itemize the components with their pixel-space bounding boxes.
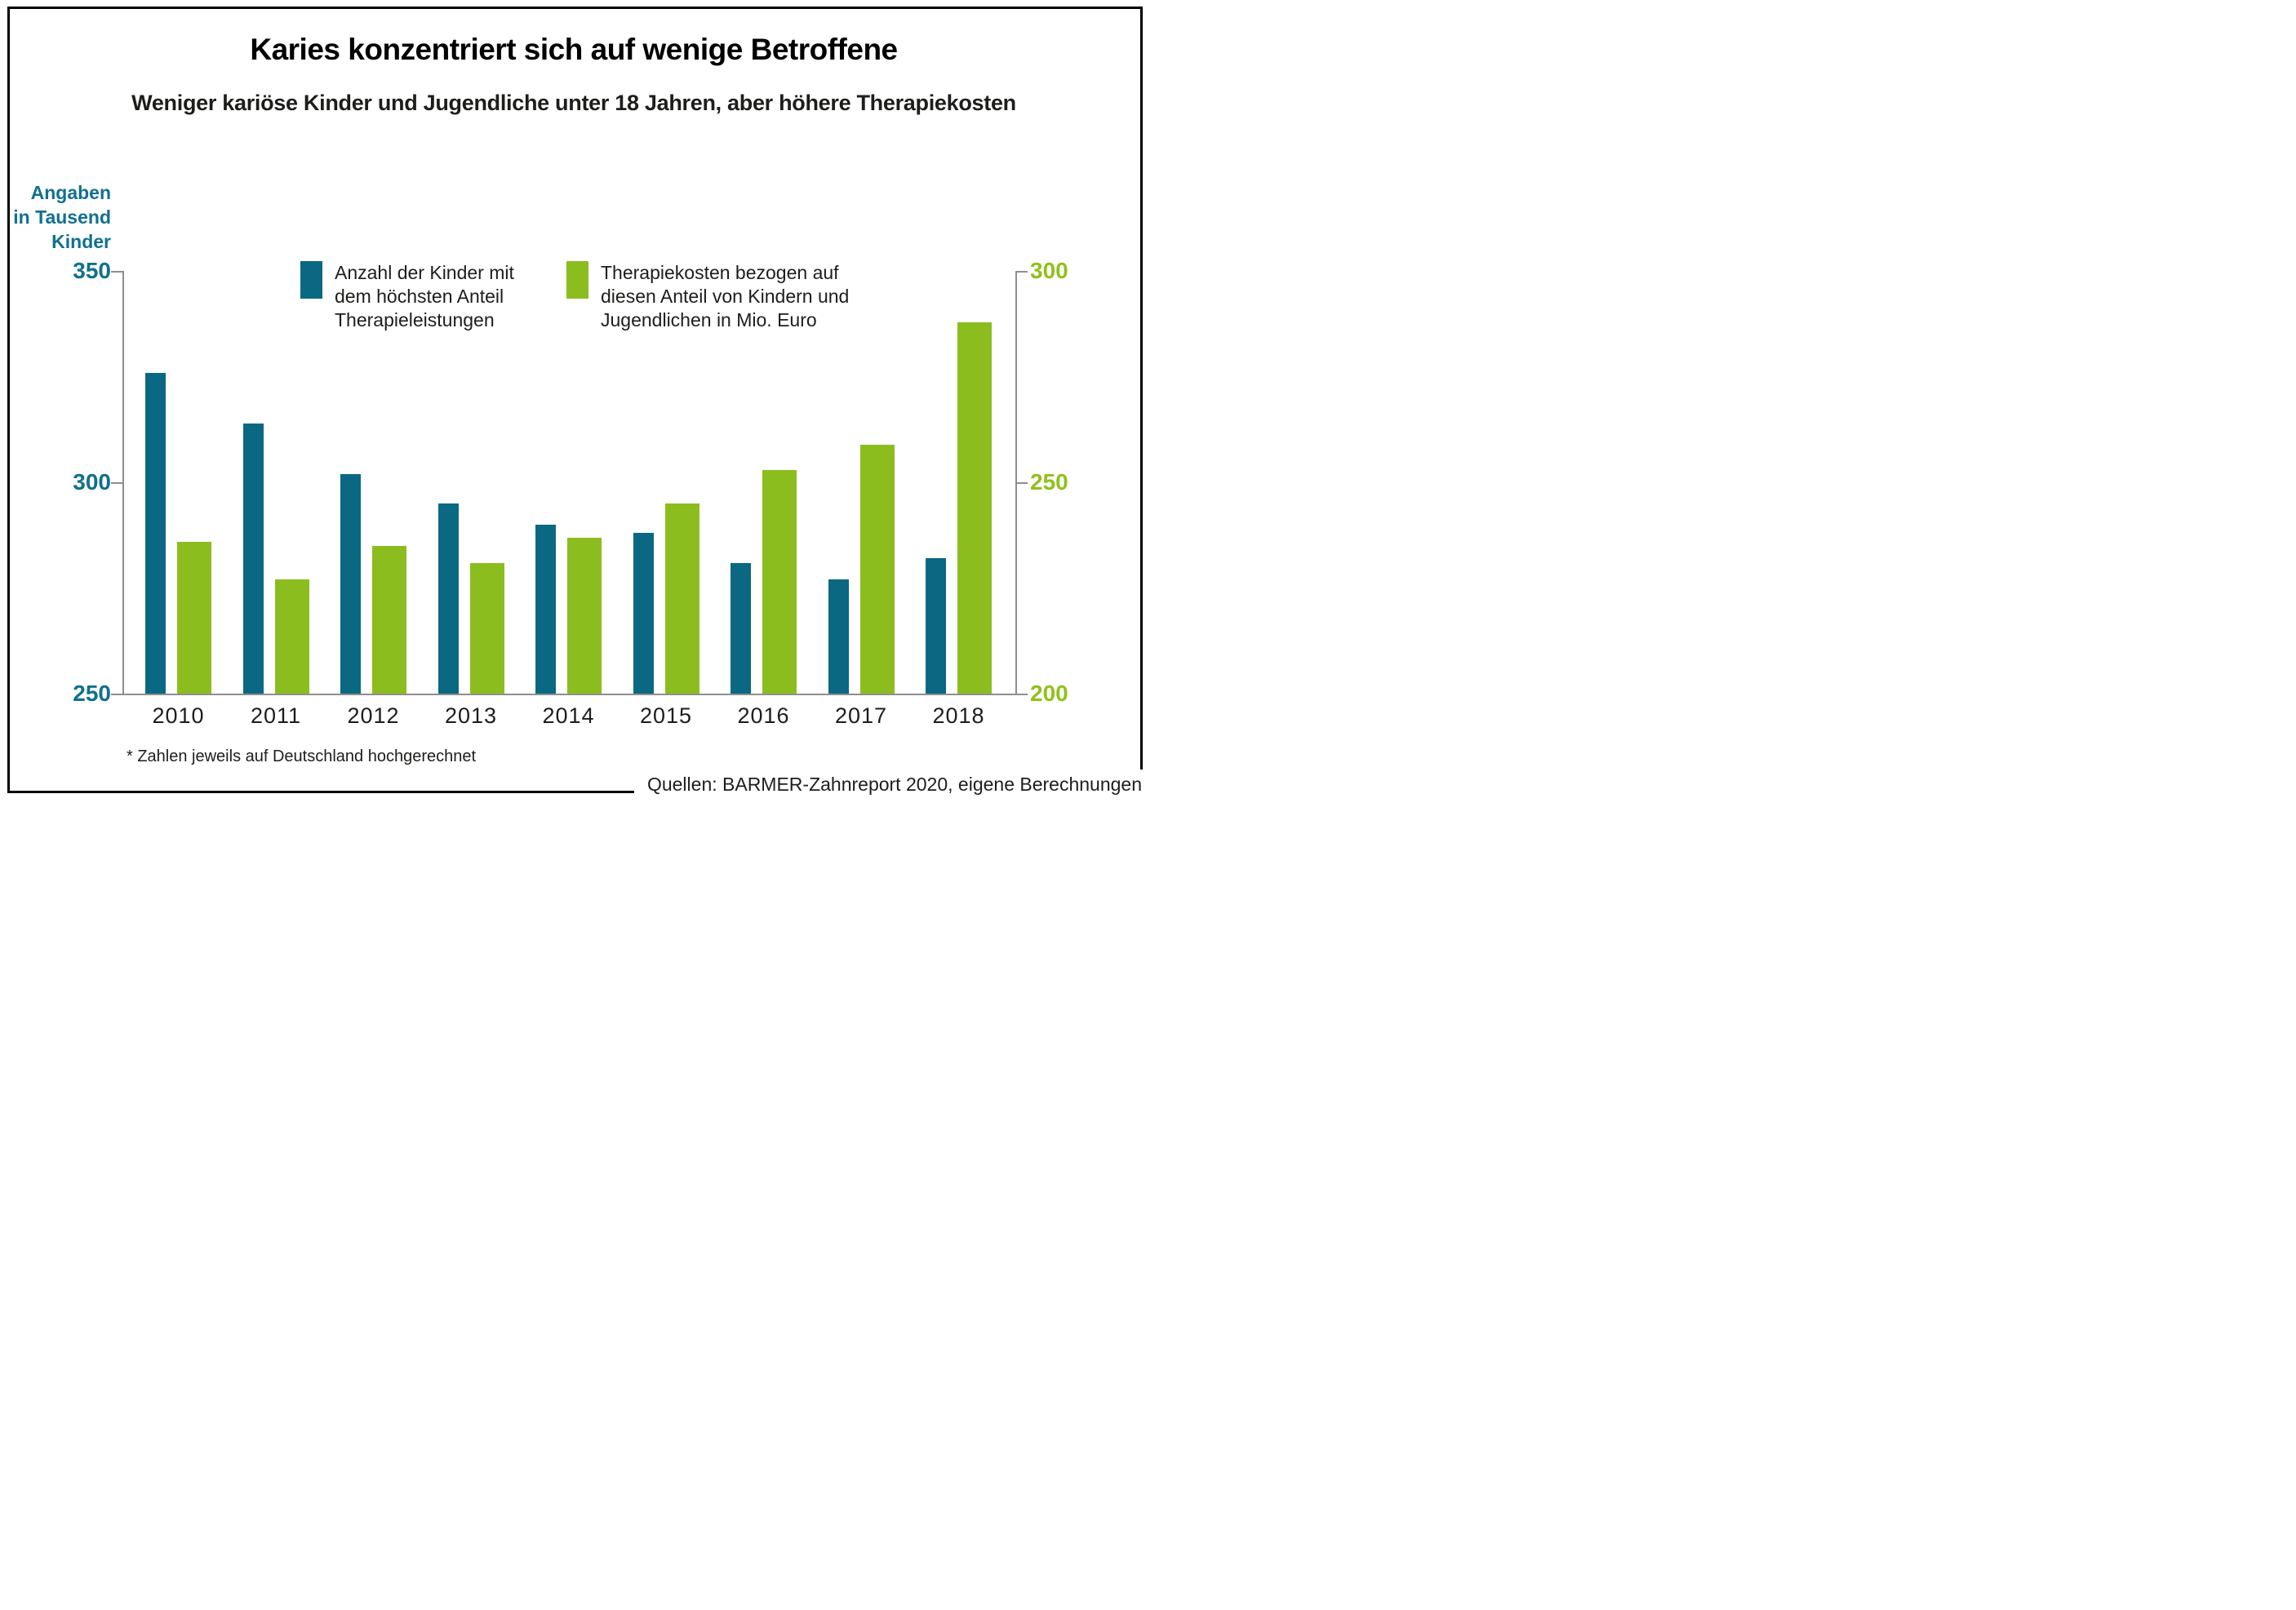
- left-y-axis: [122, 271, 124, 694]
- x-axis-label-2016: 2016: [737, 703, 790, 728]
- bar-children-2010: [145, 372, 166, 694]
- chart-title: Karies konzentriert sich auf wenige Betr…: [250, 33, 898, 66]
- bar-costs-2010: [177, 541, 211, 694]
- bar-costs-2013: [469, 562, 504, 694]
- source-line: Quellen: BARMER-Zahnreport 2020, eigene …: [633, 770, 1144, 801]
- left-axis-unit-label: Angaben in Tausend Kinder: [0, 180, 111, 254]
- legend-children-line2: dem höchsten Anteil: [335, 286, 504, 307]
- legend-label-children: Anzahl der Kinder mit dem höchsten Antei…: [335, 261, 514, 332]
- bar-costs-2015: [664, 503, 699, 694]
- right-y-axis: [1015, 271, 1017, 694]
- x-axis-label-2015: 2015: [639, 703, 693, 728]
- legend-swatch-teal: [300, 261, 322, 299]
- legend-children-line3: Therapieleistungen: [335, 309, 495, 330]
- x-axis-label-2010: 2010: [152, 703, 205, 728]
- bar-children-2017: [828, 579, 849, 694]
- bar-costs-2011: [274, 579, 309, 694]
- right-axis-tick-label: 200: [1030, 681, 1068, 706]
- footnote: * Zahlen jeweils auf Deutschland hochger…: [127, 747, 477, 765]
- bar-children-2015: [633, 533, 654, 694]
- legend-label-costs: Therapiekosten bezogen auf diesen Anteil…: [601, 261, 849, 332]
- legend-item-children: Anzahl der Kinder mit dem höchsten Antei…: [300, 261, 514, 332]
- bar-costs-2018: [957, 322, 992, 694]
- bar-children-2018: [926, 558, 946, 694]
- bar-costs-2012: [372, 545, 406, 694]
- left-axis-unit-line1: Angaben: [30, 182, 111, 203]
- right-axis-tick-label: 250: [1030, 469, 1068, 495]
- bar-children-2011: [242, 423, 264, 694]
- left-axis-tick: [111, 271, 122, 273]
- right-axis-tick: [1017, 482, 1028, 484]
- left-axis-tick: [111, 482, 122, 484]
- left-axis-tick-label: 300: [73, 469, 111, 495]
- x-axis-label-2017: 2017: [834, 703, 888, 728]
- bar-costs-2016: [762, 469, 797, 694]
- right-axis-tick: [1017, 271, 1028, 273]
- chart-frame-border: [7, 7, 1143, 793]
- legend-costs-line3: Jugendlichen in Mio. Euro: [601, 309, 817, 330]
- right-axis-tick-label: 300: [1030, 258, 1068, 283]
- x-axis-label-2014: 2014: [542, 703, 595, 728]
- bar-costs-2017: [859, 444, 895, 694]
- bar-children-2013: [437, 503, 459, 694]
- bar-children-2016: [731, 562, 751, 694]
- x-axis-label-2012: 2012: [347, 703, 400, 728]
- left-axis-unit-line3: Kinder: [51, 231, 111, 252]
- legend-costs-line1: Therapiekosten bezogen auf: [601, 262, 839, 283]
- legend-costs-line2: diesen Anteil von Kindern und: [601, 286, 850, 307]
- left-axis-unit-line2: in Tausend: [13, 206, 111, 228]
- left-axis-tick-label: 250: [73, 681, 111, 706]
- bar-children-2012: [340, 473, 361, 694]
- left-axis-tick: [111, 694, 122, 695]
- x-axis-label-2013: 2013: [444, 703, 498, 728]
- bar-children-2014: [535, 525, 556, 694]
- legend-swatch-green: [566, 261, 588, 299]
- right-axis-tick: [1017, 694, 1028, 695]
- x-axis-label-2018: 2018: [932, 703, 985, 728]
- chart-subtitle: Weniger kariöse Kinder und Jugendliche u…: [131, 91, 1016, 115]
- legend-item-costs: Therapiekosten bezogen auf diesen Anteil…: [566, 261, 849, 332]
- x-axis-label-2011: 2011: [250, 703, 302, 728]
- infographic-canvas: Karies konzentriert sich auf wenige Betr…: [0, 0, 1148, 805]
- bar-costs-2014: [567, 537, 602, 694]
- left-axis-tick-label: 350: [73, 258, 111, 283]
- legend-children-line1: Anzahl der Kinder mit: [335, 262, 514, 283]
- x-axis-baseline: [114, 694, 1027, 695]
